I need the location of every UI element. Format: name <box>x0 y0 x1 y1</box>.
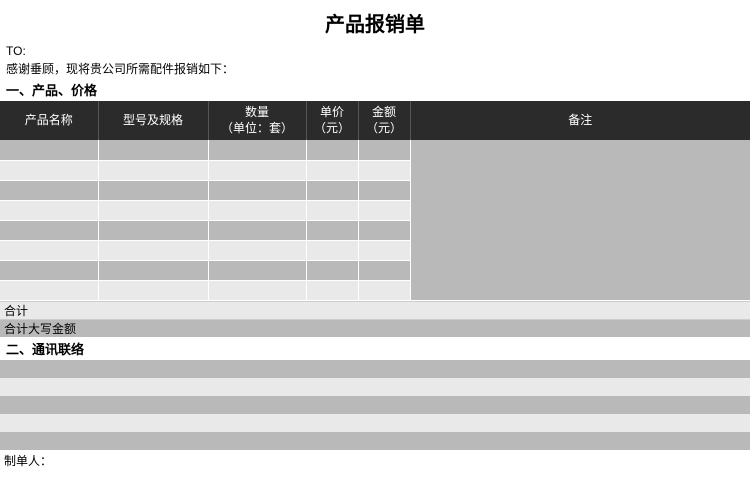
table-cell <box>98 280 208 300</box>
table-cell <box>306 160 358 180</box>
table-cell <box>306 140 358 160</box>
table-cell <box>306 200 358 220</box>
table-header-cell: 型号及规格 <box>98 101 208 140</box>
table-cell <box>98 260 208 280</box>
table-cell <box>358 140 410 160</box>
table-cell <box>0 160 98 180</box>
table-cell <box>98 140 208 160</box>
contact-row <box>0 432 750 450</box>
to-line: TO: <box>0 43 750 59</box>
table-cell <box>208 260 306 280</box>
table-cell <box>0 240 98 260</box>
contact-row <box>0 360 750 378</box>
table-header-cell: 备注 <box>410 101 750 140</box>
table-cell <box>208 200 306 220</box>
thanks-line: 感谢垂顾，现将贵公司所需配件报销如下： <box>0 59 750 78</box>
table-cell <box>98 220 208 240</box>
table-cell <box>0 140 98 160</box>
table-cell <box>98 160 208 180</box>
table-cell <box>306 280 358 300</box>
table-cell <box>98 240 208 260</box>
products-table: 产品名称型号及规格数量（单位：套）单价（元）金额（元）备注 <box>0 101 750 301</box>
table-cell <box>358 160 410 180</box>
table-cell <box>358 200 410 220</box>
contact-block <box>0 360 750 450</box>
total-row: 合计 <box>0 301 750 319</box>
table-header-cell: 产品名称 <box>0 101 98 140</box>
table-header-row: 产品名称型号及规格数量（单位：套）单价（元）金额（元）备注 <box>0 101 750 140</box>
contact-row <box>0 414 750 432</box>
contact-row <box>0 378 750 396</box>
table-cell <box>358 240 410 260</box>
table-cell <box>98 200 208 220</box>
table-cell <box>208 140 306 160</box>
section-products-label: 一、产品、价格 <box>0 78 750 101</box>
table-cell <box>410 140 750 300</box>
table-cell <box>358 280 410 300</box>
table-cell <box>306 240 358 260</box>
preparer-row: 制单人： <box>0 450 750 471</box>
contact-row <box>0 396 750 414</box>
table-cell <box>0 180 98 200</box>
table-header-cell: 数量（单位：套） <box>208 101 306 140</box>
table-header-cell: 单价（元） <box>306 101 358 140</box>
table-cell <box>306 260 358 280</box>
total-caps-row: 合计大写金额 <box>0 319 750 337</box>
page-title: 产品报销单 <box>0 0 750 43</box>
table-cell <box>358 260 410 280</box>
table-cell <box>358 220 410 240</box>
table-cell <box>306 220 358 240</box>
table-cell <box>0 200 98 220</box>
table-cell <box>0 280 98 300</box>
table-cell <box>208 180 306 200</box>
table-row <box>0 140 750 160</box>
table-cell <box>208 240 306 260</box>
table-cell <box>208 160 306 180</box>
table-cell <box>358 180 410 200</box>
table-cell <box>98 180 208 200</box>
table-cell <box>208 220 306 240</box>
document-root: 产品报销单 TO: 感谢垂顾，现将贵公司所需配件报销如下： 一、产品、价格 产品… <box>0 0 750 471</box>
table-cell <box>0 220 98 240</box>
table-cell <box>306 180 358 200</box>
table-header-cell: 金额（元） <box>358 101 410 140</box>
section-contact-label: 二、通讯联络 <box>6 342 84 357</box>
table-cell <box>0 260 98 280</box>
table-cell <box>208 280 306 300</box>
